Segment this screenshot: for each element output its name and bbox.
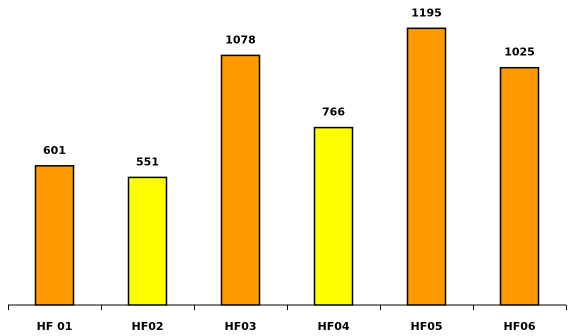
data-label: 1195 (411, 6, 442, 19)
data-label: 766 (322, 106, 345, 119)
x-tick-label: HF04 (317, 320, 349, 333)
data-label: 551 (136, 155, 159, 168)
data-labels-layer: 601 551 1078 766 1195 1025 (43, 6, 535, 168)
bar-hf05 (406, 27, 447, 306)
x-axis (8, 304, 567, 310)
x-tick-label: HF05 (410, 320, 442, 333)
x-tick-label: HF06 (503, 320, 535, 333)
bar-hf-01 (34, 165, 75, 306)
bar-hf03 (220, 54, 261, 306)
bar-hf06 (499, 66, 540, 306)
x-tick-label: HF02 (131, 320, 163, 333)
data-label: 1078 (225, 33, 256, 46)
x-tick-labels: HF 01 HF02 HF03 HF04 HF05 HF06 (37, 320, 536, 333)
bars-layer (34, 27, 540, 306)
bar-hf04 (313, 126, 354, 306)
bar-hf02 (127, 176, 168, 306)
data-label: 601 (43, 144, 66, 157)
data-label: 1025 (504, 46, 535, 59)
x-tick-label: HF03 (224, 320, 256, 333)
x-tick-label: HF 01 (37, 320, 73, 333)
